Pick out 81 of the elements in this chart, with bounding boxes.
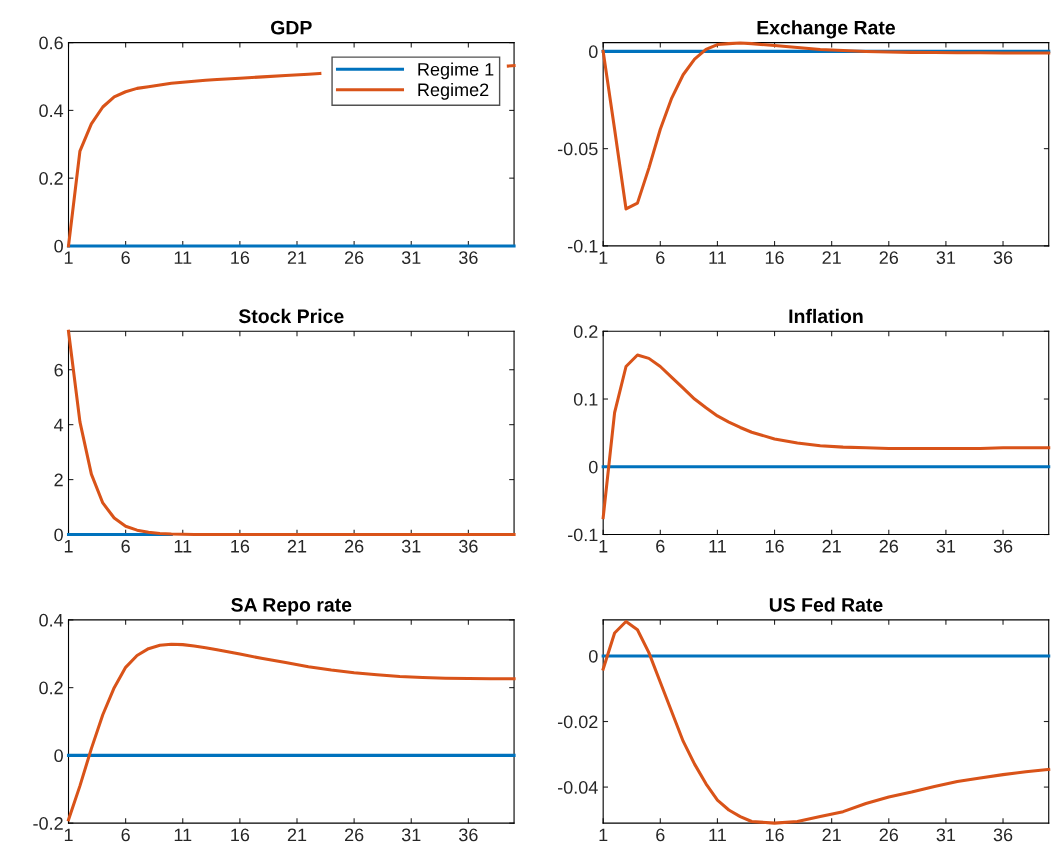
y-tick-label: 0 (54, 749, 63, 763)
x-tick-label: 11 (709, 251, 726, 264)
x-tick-label: 31 (936, 539, 956, 553)
x-tick-label: 36 (459, 251, 478, 265)
chart-title: Stock Price (238, 308, 344, 324)
x-tick-label: 11 (174, 251, 192, 264)
chart-title: GDP (271, 20, 312, 35)
x-tick-label: 1 (599, 540, 608, 553)
legend-label: Regime2 (418, 82, 489, 100)
x-tick-label: 6 (121, 828, 130, 842)
x-tick-label: 16 (765, 251, 784, 265)
y-tick-label: 0.1 (573, 392, 598, 406)
x-tick-label: 6 (656, 539, 665, 553)
x-tick-label: 21 (287, 539, 307, 553)
x-tick-label: 16 (765, 828, 784, 842)
y-tick-label: 0 (54, 528, 63, 542)
x-tick-label: 26 (344, 251, 364, 265)
x-tick-label: 31 (936, 251, 956, 265)
y-tick-label: 0.4 (39, 613, 64, 627)
y-tick-label: 0 (588, 460, 598, 474)
x-tick-label: 21 (287, 251, 307, 264)
x-tick-label: 36 (993, 828, 1013, 842)
y-tick-label: 0.2 (573, 325, 598, 338)
x-tick-label: 31 (401, 828, 421, 842)
x-tick-label: 26 (344, 539, 364, 553)
x-tick-label: 6 (656, 828, 665, 842)
x-tick-label: 11 (174, 540, 192, 553)
y-tick-label: 0 (588, 45, 598, 59)
y-tick-label: -0.1 (568, 239, 598, 253)
x-tick-label: 11 (709, 540, 726, 553)
x-tick-label: 11 (174, 828, 192, 842)
y-tick-label: 0.2 (39, 681, 63, 695)
y-tick-label: 4 (54, 418, 64, 432)
y-tick-label: -0.02 (557, 715, 598, 729)
chart-title: US Fed Rate (769, 597, 883, 612)
x-tick-label: 36 (993, 539, 1013, 553)
x-tick-label: 1 (64, 828, 73, 842)
x-tick-label: 26 (879, 539, 899, 553)
y-tick-label: 0 (588, 649, 598, 663)
x-tick-label: 36 (993, 251, 1013, 265)
x-tick-label: 21 (822, 828, 841, 842)
x-tick-label: 1 (64, 251, 73, 264)
x-tick-label: 16 (231, 539, 250, 553)
x-tick-label: 1 (599, 251, 608, 264)
x-tick-label: 31 (401, 539, 421, 553)
y-tick-label: -0.05 (557, 142, 598, 156)
x-tick-label: 6 (121, 251, 130, 265)
x-tick-label: 6 (121, 539, 130, 553)
line-series (601, 353, 1051, 520)
x-tick-label: 1 (599, 828, 608, 842)
chart-title: Inflation (789, 308, 863, 324)
x-tick-label: 26 (879, 828, 899, 842)
x-tick-label: 26 (879, 251, 899, 265)
x-tick-label: 31 (936, 828, 956, 842)
y-tick-label: -0.04 (557, 781, 598, 794)
x-tick-label: 11 (709, 828, 726, 842)
y-tick-label: 2 (54, 473, 63, 487)
x-tick-label: 16 (231, 251, 250, 265)
x-tick-label: 36 (459, 828, 478, 842)
line-series (601, 620, 1051, 825)
y-tick-label: 0.2 (39, 172, 63, 185)
x-tick-label: 21 (822, 539, 841, 553)
y-tick-label: -0.2 (33, 817, 63, 830)
y-tick-label: 0.6 (39, 36, 63, 50)
x-tick-label: 16 (231, 828, 250, 842)
line-series (66, 329, 516, 537)
y-tick-label: 6 (54, 363, 63, 377)
x-tick-label: 36 (459, 539, 478, 553)
chart-title: Exchange Rate (757, 20, 895, 39)
chart-title: SA Repo rate (231, 597, 352, 616)
x-tick-label: 1 (64, 540, 73, 553)
y-tick-label: 0.4 (39, 104, 64, 118)
y-tick-label: -0.1 (568, 528, 598, 542)
y-tick-label: 0 (54, 239, 63, 253)
x-tick-label: 21 (287, 828, 307, 842)
x-tick-label: 26 (344, 828, 364, 842)
x-tick-label: 21 (822, 251, 841, 264)
x-tick-label: 31 (401, 251, 421, 265)
x-tick-label: 16 (765, 539, 784, 553)
legend-label: Regime 1 (418, 62, 494, 80)
x-tick-label: 6 (656, 251, 665, 265)
